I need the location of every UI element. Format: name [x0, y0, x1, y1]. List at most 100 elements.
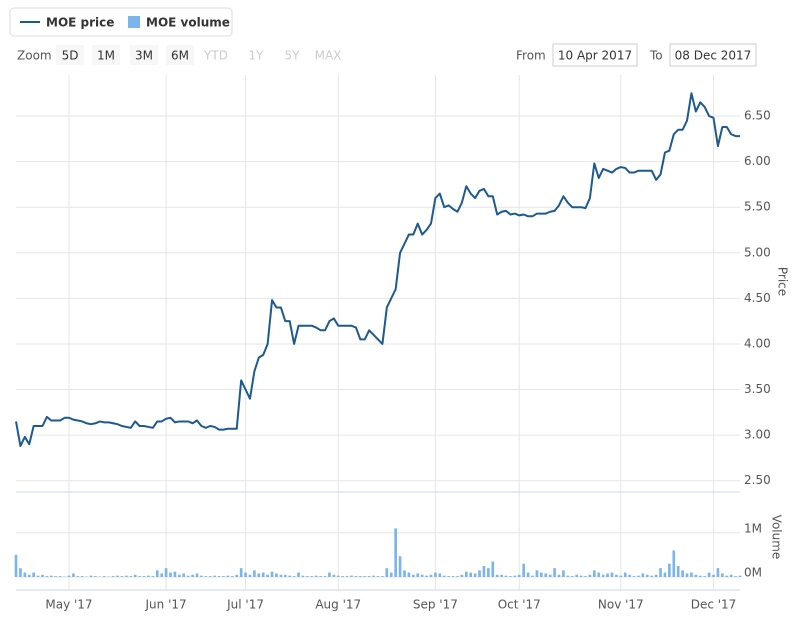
volume-bar	[288, 575, 292, 577]
volume-bar	[434, 572, 437, 577]
volume-bar	[553, 568, 556, 577]
volume-bar	[102, 576, 106, 577]
volume-bar	[266, 574, 269, 577]
legend-label[interactable]: MOE volume	[146, 16, 230, 30]
legend-box	[9, 7, 233, 37]
volume-bar	[725, 575, 729, 577]
zoom-button	[202, 45, 230, 65]
volume-bar	[522, 563, 526, 577]
volume-bar	[562, 570, 565, 577]
volume-bar	[301, 575, 305, 577]
volume-bar	[641, 573, 645, 577]
volume-bar	[500, 574, 503, 577]
to-label: To	[649, 49, 663, 63]
volume-bar	[354, 576, 358, 577]
volume-bar	[125, 575, 128, 577]
y-tick-label: 3.50	[744, 382, 771, 396]
x-tick-label: May '17	[45, 598, 92, 612]
zoom-button[interactable]	[92, 45, 120, 65]
zoom-button-label[interactable]: 6M	[171, 49, 189, 63]
volume-bar	[160, 573, 164, 577]
volume-bar	[385, 568, 389, 577]
x-tick-label: Sep '17	[413, 598, 458, 612]
volume-bar	[178, 574, 181, 577]
y-tick-label: 3.00	[744, 428, 771, 442]
volume-bar	[89, 575, 93, 577]
volume-bar	[230, 576, 234, 577]
y-tick-label: 4.00	[744, 336, 771, 350]
zoom-button[interactable]	[56, 45, 84, 65]
to-value[interactable]: 08 Dec 2017	[675, 49, 752, 63]
volume-bar	[36, 575, 40, 577]
volume-bar	[54, 576, 58, 577]
zoom-button-label: MAX	[315, 49, 342, 63]
x-tick-label: Dec '17	[691, 598, 737, 612]
volume-bar	[182, 573, 186, 577]
volume-bar	[133, 574, 137, 577]
volume-bar	[637, 575, 640, 577]
volume-bar	[659, 568, 662, 577]
volume-bar	[663, 572, 667, 577]
zoom-button-label: YTD	[203, 49, 228, 63]
volume-bar	[672, 550, 676, 577]
legend-swatch	[128, 16, 140, 28]
volume-bar	[557, 574, 561, 577]
zoom-button-label[interactable]: 5D	[62, 49, 79, 63]
y-tick-label: 1M	[744, 521, 762, 535]
volume-bar	[420, 574, 424, 577]
volume-bar	[341, 576, 345, 577]
volume-bar	[487, 568, 490, 577]
volume-bar	[438, 573, 442, 577]
volume-bar	[297, 572, 300, 577]
volume-bar	[292, 576, 296, 577]
volume-bar	[213, 575, 216, 577]
x-tick-label: Oct '17	[498, 598, 541, 612]
from-value[interactable]: 10 Apr 2017	[558, 49, 632, 63]
zoom-button-label[interactable]: 3M	[135, 49, 153, 63]
volume-bar	[460, 574, 464, 577]
y-tick-label: 4.50	[744, 291, 771, 305]
volume-bar	[429, 574, 433, 577]
volume-bar	[120, 576, 124, 577]
volume-bar	[738, 575, 742, 577]
volume-bar	[650, 575, 654, 577]
volume-bar	[425, 575, 428, 577]
to-input[interactable]	[669, 43, 757, 67]
volume-bar	[447, 576, 450, 577]
zoom-button[interactable]	[130, 45, 158, 65]
volume-bar	[712, 574, 715, 577]
y-tick-label: 5.00	[744, 245, 771, 259]
y-tick-label: 0M	[744, 566, 762, 580]
volume-bar	[244, 572, 247, 577]
volume-bar	[173, 571, 177, 577]
volume-bar	[19, 568, 22, 577]
volume-bar	[72, 573, 75, 577]
volume-bar	[323, 576, 327, 577]
volume-bar	[314, 575, 318, 577]
volume-bar	[623, 572, 627, 577]
volume-bar	[513, 575, 517, 577]
volume-bar	[615, 574, 618, 577]
volume-bar	[80, 576, 84, 577]
volume-bar	[469, 572, 473, 577]
legend-label[interactable]: MOE price	[46, 16, 114, 30]
x-tick-label: Nov '17	[598, 598, 644, 612]
volume-bar	[270, 571, 274, 577]
zoom-button-label: 1Y	[249, 49, 265, 63]
zoom-button-label[interactable]: 1M	[97, 49, 115, 63]
zoom-button-label: 5Y	[285, 49, 301, 63]
volume-bar	[23, 572, 27, 577]
volume-bar	[310, 576, 314, 577]
zoom-button[interactable]	[166, 45, 194, 65]
from-input[interactable]	[552, 43, 638, 67]
volume-bar	[442, 575, 446, 577]
volume-bar	[111, 576, 115, 577]
volume-bar	[495, 574, 499, 577]
volume-bar	[367, 576, 371, 577]
volume-bar	[619, 575, 623, 577]
volume-bar	[319, 576, 322, 577]
volume-bar	[151, 576, 155, 577]
volume-bar	[473, 573, 477, 577]
volume-bar	[544, 573, 548, 577]
